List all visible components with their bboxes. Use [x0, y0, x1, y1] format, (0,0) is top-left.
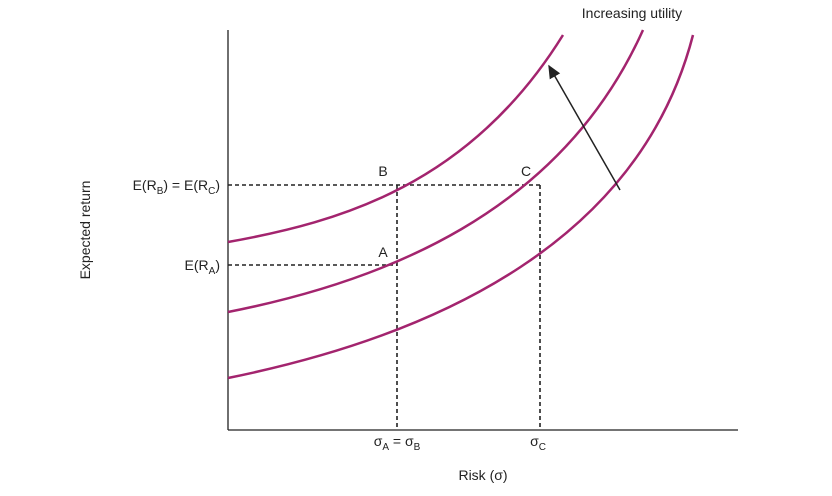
- label-part: E(R: [133, 177, 157, 193]
- y-axis-title: Expected return: [77, 181, 93, 280]
- y-label: E(RB) = E(RC): [133, 177, 220, 197]
- arrow: [548, 64, 621, 191]
- x-axis-title: Risk (σ): [458, 467, 507, 483]
- label-part: B: [414, 442, 421, 453]
- label-part: ): [215, 177, 220, 193]
- point-label: A: [378, 244, 388, 260]
- label-part: = σ: [389, 433, 414, 449]
- y-label: E(RA): [185, 257, 220, 277]
- x-label: σA = σB: [374, 433, 421, 453]
- indifference-curve: [227, 29, 645, 314]
- point-label: C: [521, 163, 531, 179]
- label-part: ): [215, 257, 220, 273]
- indifference-curve: [227, 34, 565, 244]
- label-part: C: [208, 186, 215, 197]
- label-part: C: [539, 442, 546, 453]
- label-part: A: [209, 266, 216, 277]
- label-part: B: [157, 186, 164, 197]
- label-part: σ: [530, 433, 539, 449]
- label-part: E(R: [185, 257, 209, 273]
- point-label: B: [378, 163, 387, 179]
- annotation: Increasing utility: [582, 5, 682, 21]
- indifference-curve: [227, 34, 695, 380]
- x-label: σC: [530, 433, 546, 453]
- label-part: ) = E(R: [163, 177, 208, 193]
- label-part: A: [382, 442, 389, 453]
- label-part: σ: [374, 433, 383, 449]
